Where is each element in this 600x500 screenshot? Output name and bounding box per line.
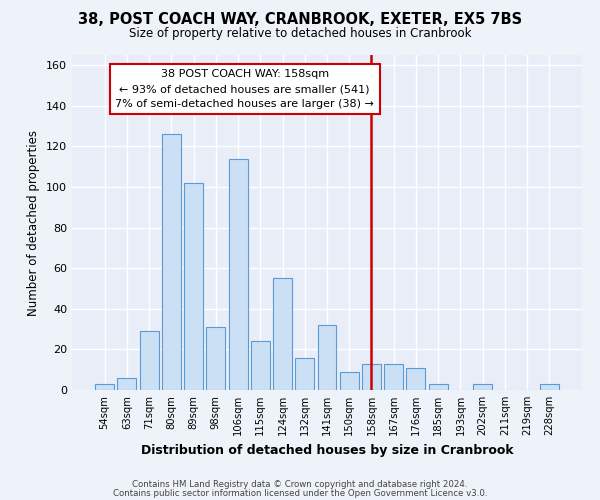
Y-axis label: Number of detached properties: Number of detached properties xyxy=(28,130,40,316)
Text: Contains public sector information licensed under the Open Government Licence v3: Contains public sector information licen… xyxy=(113,488,487,498)
Bar xyxy=(206,327,225,390)
Bar xyxy=(406,368,425,390)
Text: Contains HM Land Registry data © Crown copyright and database right 2024.: Contains HM Land Registry data © Crown c… xyxy=(132,480,468,489)
Bar xyxy=(162,134,181,390)
Bar xyxy=(540,384,559,390)
Bar xyxy=(295,358,314,390)
Text: 38, POST COACH WAY, CRANBROOK, EXETER, EX5 7BS: 38, POST COACH WAY, CRANBROOK, EXETER, E… xyxy=(78,12,522,28)
Text: 38 POST COACH WAY: 158sqm
← 93% of detached houses are smaller (541)
7% of semi-: 38 POST COACH WAY: 158sqm ← 93% of detac… xyxy=(115,69,374,109)
Bar xyxy=(140,331,158,390)
Bar xyxy=(362,364,381,390)
Bar xyxy=(118,378,136,390)
Bar xyxy=(229,158,248,390)
Bar xyxy=(184,183,203,390)
Bar xyxy=(473,384,492,390)
Bar xyxy=(429,384,448,390)
Text: Size of property relative to detached houses in Cranbrook: Size of property relative to detached ho… xyxy=(129,28,471,40)
Bar xyxy=(317,325,337,390)
Bar xyxy=(251,342,270,390)
Bar xyxy=(95,384,114,390)
Bar xyxy=(273,278,292,390)
Bar xyxy=(384,364,403,390)
Bar xyxy=(340,372,359,390)
X-axis label: Distribution of detached houses by size in Cranbrook: Distribution of detached houses by size … xyxy=(140,444,514,456)
